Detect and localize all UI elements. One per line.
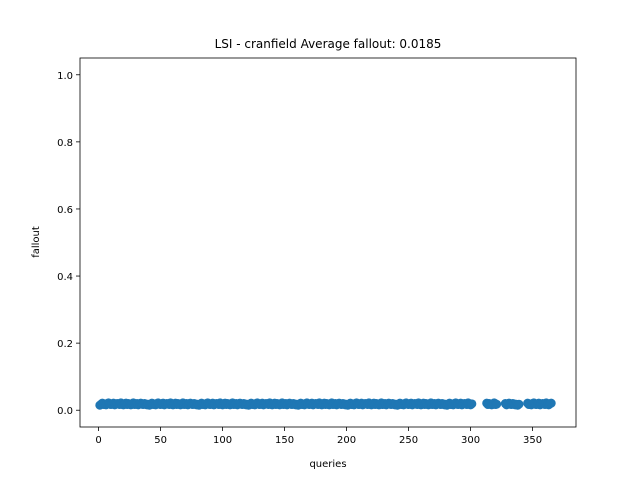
y-tick-label: 0.2	[57, 339, 73, 350]
y-tick-label: 0.4	[57, 272, 73, 283]
scatter-point	[546, 398, 556, 408]
x-tick-label: 0	[95, 435, 101, 446]
y-tick-label: 1.0	[57, 71, 73, 82]
x-tick-label: 100	[213, 435, 232, 446]
scatter-points	[95, 398, 556, 410]
x-tick-label: 250	[399, 435, 418, 446]
x-tick-label: 350	[523, 435, 542, 446]
y-tick-label: 0.6	[57, 205, 73, 216]
x-axis: 0 50 100 150 200 250 300 350	[95, 427, 542, 446]
chart-title: LSI - cranfield Average fallout: 0.0185	[215, 37, 442, 51]
y-axis-label: fallout	[31, 226, 42, 258]
y-axis: 0.0 0.2 0.4 0.6 0.8 1.0	[57, 71, 80, 417]
scatter-point	[514, 399, 524, 409]
y-tick-label: 0.8	[57, 138, 73, 149]
y-tick-label: 0.0	[57, 406, 73, 417]
scatter-point	[492, 399, 502, 409]
x-tick-label: 300	[461, 435, 480, 446]
x-tick-label: 50	[154, 435, 167, 446]
x-tick-label: 200	[337, 435, 356, 446]
x-axis-label: queries	[309, 459, 346, 470]
x-tick-label: 150	[275, 435, 294, 446]
plot-area	[79, 57, 577, 428]
scatter-point	[467, 399, 477, 409]
